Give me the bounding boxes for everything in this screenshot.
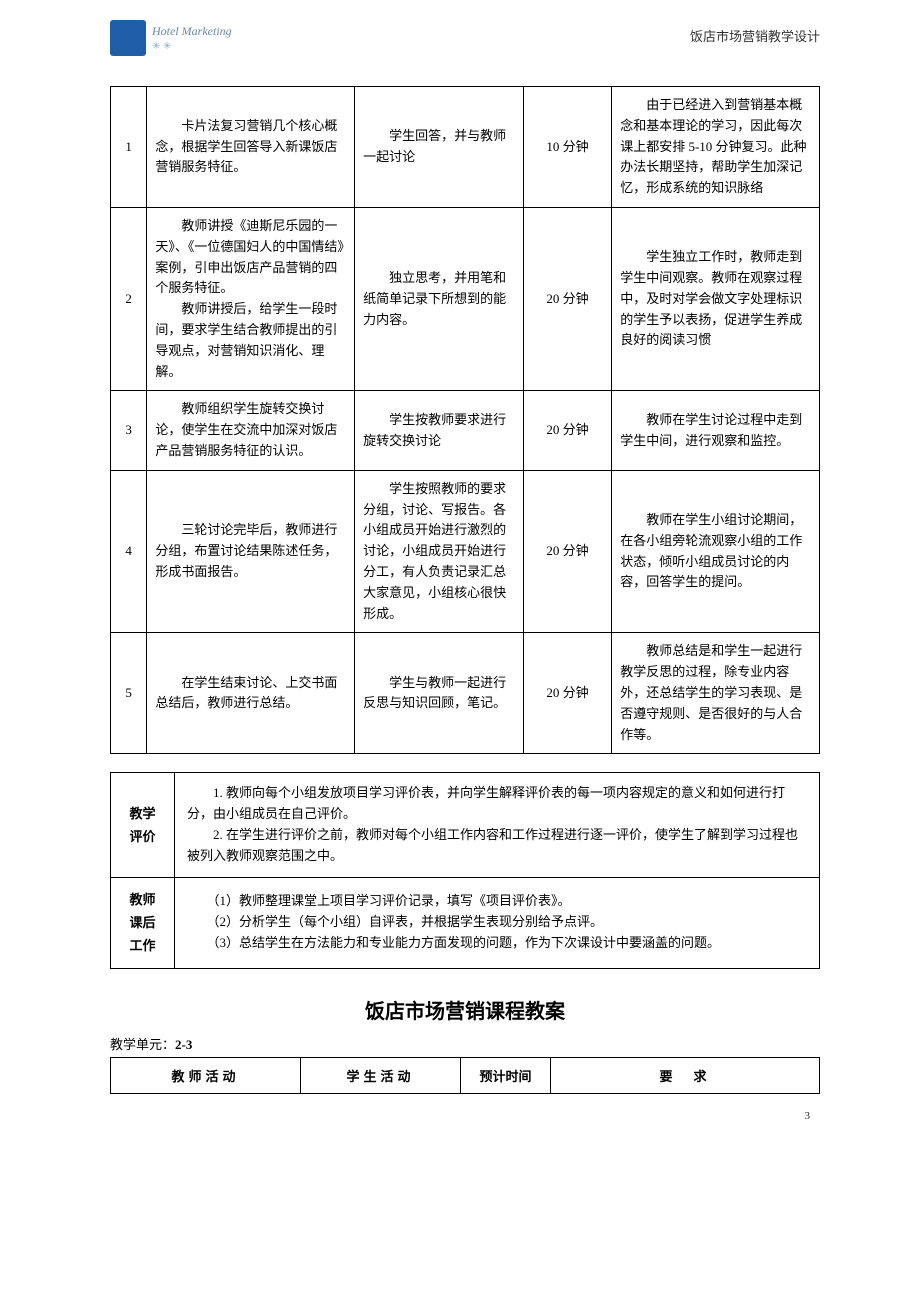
eval-row: 教学 评价 1. 教师向每个小组发放项目学习评价表，并向学生解释评价表的每一项内…: [111, 773, 820, 877]
col-student-activity: 学生活动: [301, 1057, 461, 1093]
logo-icon: [110, 20, 146, 56]
row-number: 2: [111, 207, 147, 390]
row-number: 1: [111, 87, 147, 208]
student-activity-cell: 学生与教师一起进行反思与知识回顾，笔记。: [355, 633, 524, 754]
eval-label: 教师 课后 工作: [111, 877, 175, 968]
activity-table: 1 卡片法复习营销几个核心概念，根据学生回答导入新课饭店营销服务特征。 学生回答…: [110, 86, 820, 754]
logo-text: Hotel Marketing: [152, 24, 232, 39]
time-cell: 20 分钟: [523, 207, 611, 390]
student-activity-cell: 学生回答，并与教师一起讨论: [355, 87, 524, 208]
row-number: 3: [111, 391, 147, 470]
teacher-activity-cell: 三轮讨论完毕后，教师进行分组，布置讨论结果陈述任务，形成书面报告。: [147, 470, 355, 633]
lesson-header-table: 教师活动 学生活动 预计时间 要 求: [110, 1057, 820, 1094]
unit-value: 2-3: [175, 1037, 192, 1052]
table-row: 5 在学生结束讨论、上交书面总结后，教师进行总结。 学生与教师一起进行反思与知识…: [111, 633, 820, 754]
section-title: 饭店市场营销课程教案: [110, 995, 820, 1024]
student-activity-cell: 独立思考，并用笔和纸简单记录下所想到的能力内容。: [355, 207, 524, 390]
teacher-activity-cell: 在学生结束讨论、上交书面总结后，教师进行总结。: [147, 633, 355, 754]
requirement-cell: 教师在学生讨论过程中走到学生中间，进行观察和监控。: [612, 391, 820, 470]
row-number: 5: [111, 633, 147, 754]
col-estimated-time: 预计时间: [461, 1057, 551, 1093]
teacher-activity-cell: 卡片法复习营销几个核心概念，根据学生回答导入新课饭店营销服务特征。: [147, 87, 355, 208]
page-number: 3: [805, 1110, 811, 1122]
logo: Hotel Marketing ✳ ✳: [110, 20, 232, 56]
requirement-cell: 由于已经进入到营销基本概念和基本理论的学习，因此每次课上都安排 5-10 分钟复…: [612, 87, 820, 208]
table-row: 3 教师组织学生旋转交换讨论，使学生在交流中加深对饭店产品营销服务特征的认识。 …: [111, 391, 820, 470]
page-header: Hotel Marketing ✳ ✳ 饭店市场营销教学设计: [110, 20, 820, 56]
evaluation-table: 教学 评价 1. 教师向每个小组发放项目学习评价表，并向学生解释评价表的每一项内…: [110, 772, 820, 968]
teacher-activity-cell: 教师讲授《迪斯尼乐园的一天》、《一位德国妇人的中国情结》案例，引申出饭店产品营销…: [147, 207, 355, 390]
time-cell: 20 分钟: [523, 391, 611, 470]
row-number: 4: [111, 470, 147, 633]
teacher-activity-cell: 教师组织学生旋转交换讨论，使学生在交流中加深对饭店产品营销服务特征的认识。: [147, 391, 355, 470]
requirement-cell: 教师在学生小组讨论期间，在各小组旁轮流观察小组的工作状态，倾听小组成员讨论的内容…: [612, 470, 820, 633]
logo-stars-icon: ✳ ✳: [152, 41, 232, 52]
time-cell: 20 分钟: [523, 633, 611, 754]
requirement-cell: 教师总结是和学生一起进行教学反思的过程，除专业内容外，还总结学生的学习表现、是否…: [612, 633, 820, 754]
student-activity-cell: 学生按教师要求进行旋转交换讨论: [355, 391, 524, 470]
time-cell: 10 分钟: [523, 87, 611, 208]
eval-content: （1）教师整理课堂上项目学习评价记录，填写《项目评价表》。 （2）分析学生（每个…: [175, 877, 820, 968]
eval-content: 1. 教师向每个小组发放项目学习评价表，并向学生解释评价表的每一项内容规定的意义…: [175, 773, 820, 877]
unit-label: 教学单元：2-3: [110, 1034, 820, 1053]
eval-label: 教学 评价: [111, 773, 175, 877]
unit-prefix: 教学单元：: [110, 1037, 175, 1052]
time-cell: 20 分钟: [523, 470, 611, 633]
student-activity-cell: 学生按照教师的要求分组，讨论、写报告。各小组成员开始进行激烈的讨论，小组成员开始…: [355, 470, 524, 633]
doc-title: 饭店市场营销教学设计: [690, 20, 820, 45]
table-row: 2 教师讲授《迪斯尼乐园的一天》、《一位德国妇人的中国情结》案例，引申出饭店产品…: [111, 207, 820, 390]
table-row: 4 三轮讨论完毕后，教师进行分组，布置讨论结果陈述任务，形成书面报告。 学生按照…: [111, 470, 820, 633]
requirement-cell: 学生独立工作时，教师走到学生中间观察。教师在观察过程中，及时对学会做文字处理标识…: [612, 207, 820, 390]
col-teacher-activity: 教师活动: [111, 1057, 301, 1093]
eval-row: 教师 课后 工作 （1）教师整理课堂上项目学习评价记录，填写《项目评价表》。 （…: [111, 877, 820, 968]
col-requirement: 要 求: [551, 1057, 820, 1093]
table-row: 1 卡片法复习营销几个核心概念，根据学生回答导入新课饭店营销服务特征。 学生回答…: [111, 87, 820, 208]
